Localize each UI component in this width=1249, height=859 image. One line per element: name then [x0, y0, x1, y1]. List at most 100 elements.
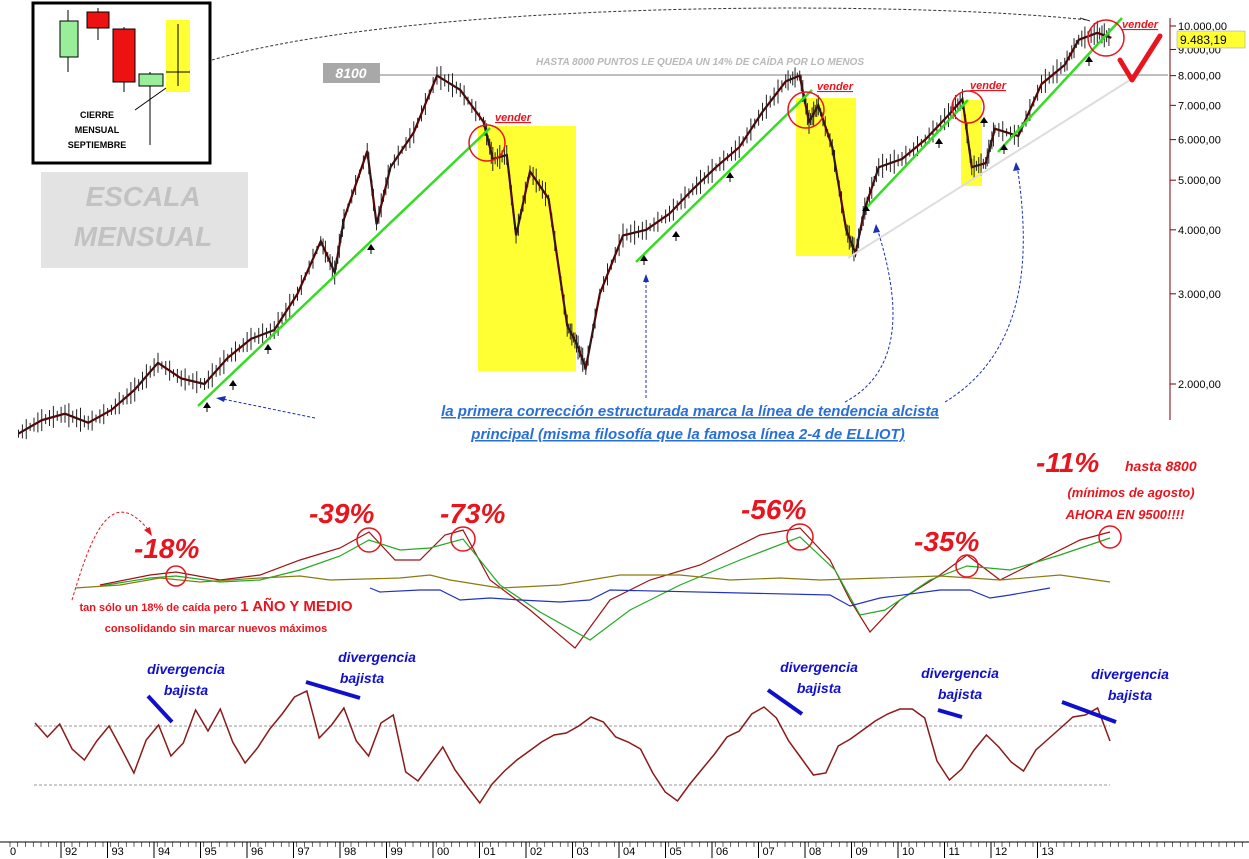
price-axis-label: 5.000,00 — [1178, 175, 1221, 187]
time-axis-label: 10 — [902, 846, 914, 858]
time-axis-label: 08 — [809, 846, 821, 858]
scale-label-line2: MENSUAL — [74, 221, 212, 252]
drawdown-label-2: -39% — [309, 498, 374, 529]
time-axis-label: 98 — [344, 846, 356, 858]
divergence-line-5 — [1061, 700, 1117, 724]
sell-circle-2008 — [787, 91, 825, 129]
note-arrows — [217, 164, 1024, 419]
main-note-line1: la primera corrección estructurada marca… — [441, 403, 939, 420]
drawdown-arrowhead — [144, 527, 152, 536]
low-arrow-icon — [862, 205, 870, 211]
divergence-1-word1: divergencia — [147, 661, 225, 677]
trendline-2 — [635, 89, 813, 263]
indicator-olive — [74, 574, 1111, 589]
time-axis-label: 03 — [577, 846, 589, 858]
sell-label-2001: vender — [495, 112, 532, 124]
time-axis-label: 94 — [158, 846, 170, 858]
legend-caption-2: MENSUAL — [75, 125, 120, 135]
divergence-line-1 — [146, 694, 174, 724]
time-axis-label: 05 — [670, 846, 682, 858]
legend-candle-down-1 — [86, 11, 110, 29]
time-axis-label: 09 — [856, 846, 868, 858]
main-note-line2: principal (misma filosofía que la famosa… — [470, 426, 904, 443]
low-arrow-icon — [367, 244, 375, 250]
legend-box: CIERRE MENSUAL SEPTIEMBRE — [31, 1, 212, 165]
time-axis-origin: 0 — [10, 846, 16, 858]
time-axis-label: 96 — [251, 846, 263, 858]
drawdown-circle-4 — [786, 523, 814, 551]
time-axis-label: 04 — [623, 846, 635, 858]
level-tag-box — [323, 63, 380, 83]
price-tag: 9.483,19 — [1180, 33, 1227, 47]
time-axis-label: 92 — [65, 846, 77, 858]
time-axis-label: 06 — [716, 846, 728, 858]
drawdown-label-1: -18% — [134, 533, 199, 564]
divergence-5-word1: divergencia — [1091, 666, 1169, 682]
oscillator — [34, 689, 1111, 805]
sell-circle-2011 — [951, 90, 985, 124]
note-arrow-4 — [944, 164, 1024, 403]
divergence-3-word1: divergencia — [780, 659, 858, 675]
price-tag-box — [1176, 30, 1246, 49]
low-arrow-icon — [935, 138, 943, 144]
drawdown-label-5: -35% — [914, 526, 979, 557]
time-axis-label: 11 — [949, 846, 960, 858]
low-arrow-icon — [980, 117, 988, 123]
support-line — [847, 79, 1131, 259]
low-arrow-icon — [229, 380, 237, 386]
divergence-4-word2: bajista — [938, 686, 983, 702]
drawdown-label-4: -56% — [741, 494, 806, 525]
drawdown-label-6-text: hasta 8800 — [1125, 458, 1197, 474]
price-axis-label: 4.000,00 — [1178, 225, 1221, 237]
consolidation-note-line2: consolidando sin marcar nuevos máximos — [105, 623, 328, 635]
indicator-red — [99, 527, 1111, 649]
sell-circle-2014 — [1087, 19, 1125, 57]
time-axis-label: 97 — [298, 846, 310, 858]
drawdown-circle-5 — [955, 554, 979, 578]
trendline-1 — [197, 127, 491, 407]
drawdown-circle-2 — [356, 527, 382, 553]
note-arrow-3 — [844, 227, 894, 403]
legend-candle-down-2 — [112, 28, 136, 83]
note-arrowheads — [216, 162, 1020, 402]
price-series — [17, 20, 1112, 440]
drawdown-label-3: -73% — [440, 498, 505, 529]
low-arrow-icon — [264, 344, 272, 350]
note-arrowhead-2 — [643, 274, 649, 282]
low-arrow-icon — [1085, 56, 1093, 62]
time-axis-label: 13 — [1042, 846, 1054, 858]
price-axis-label: 6.000,00 — [1178, 135, 1221, 147]
drawdown-indicator — [74, 527, 1111, 649]
drawdown-labels: -18% -39% -73% -56% -35% — [134, 494, 979, 564]
low-arrow-icon — [1000, 144, 1008, 150]
divergence-line-2 — [305, 680, 361, 700]
trendline-4 — [997, 17, 1123, 153]
time-axis-label: 07 — [763, 846, 775, 858]
legend-candle-up-1 — [59, 20, 79, 58]
note-arrowhead-3 — [873, 224, 880, 233]
low-arrow-icon — [672, 231, 680, 237]
drawdown-label-6-line3: AHORA EN 9500!!!! — [1065, 507, 1185, 522]
indicator-green — [99, 536, 1111, 641]
drawdown-dashed-arrow — [71, 511, 151, 601]
low-arrow-icon — [640, 255, 648, 261]
divergence-line-4 — [937, 708, 963, 719]
price-axis-label: 3.000,00 — [1178, 289, 1221, 301]
note-arrowhead-4 — [1013, 162, 1020, 171]
header-note: HASTA 8000 PUNTOS LE QUEDA UN 14% DE CAÍ… — [536, 55, 864, 68]
divergence-5-word2: bajista — [1108, 687, 1153, 703]
sell-zone-highlights — [478, 98, 982, 371]
price-axis: 10.000,009.000,008.000,007.000,006.000,0… — [1169, 18, 1227, 420]
price-axis-label: 7.000,00 — [1178, 100, 1221, 112]
divergence-line-3 — [766, 688, 804, 716]
reference-arc — [211, 7, 1089, 61]
divergence-3-word2: bajista — [797, 680, 842, 696]
low-arrow-icon — [726, 172, 734, 178]
drawdown-label-6: -11% — [1036, 447, 1099, 478]
sell-zone-2001 — [478, 126, 576, 371]
time-axis-label: 99 — [391, 846, 403, 858]
note-arrow-1 — [217, 397, 316, 419]
time-axis-label: 95 — [205, 846, 217, 858]
drawdown-circle-6 — [1098, 525, 1122, 549]
scale-label-line1: ESCALA — [85, 181, 200, 212]
